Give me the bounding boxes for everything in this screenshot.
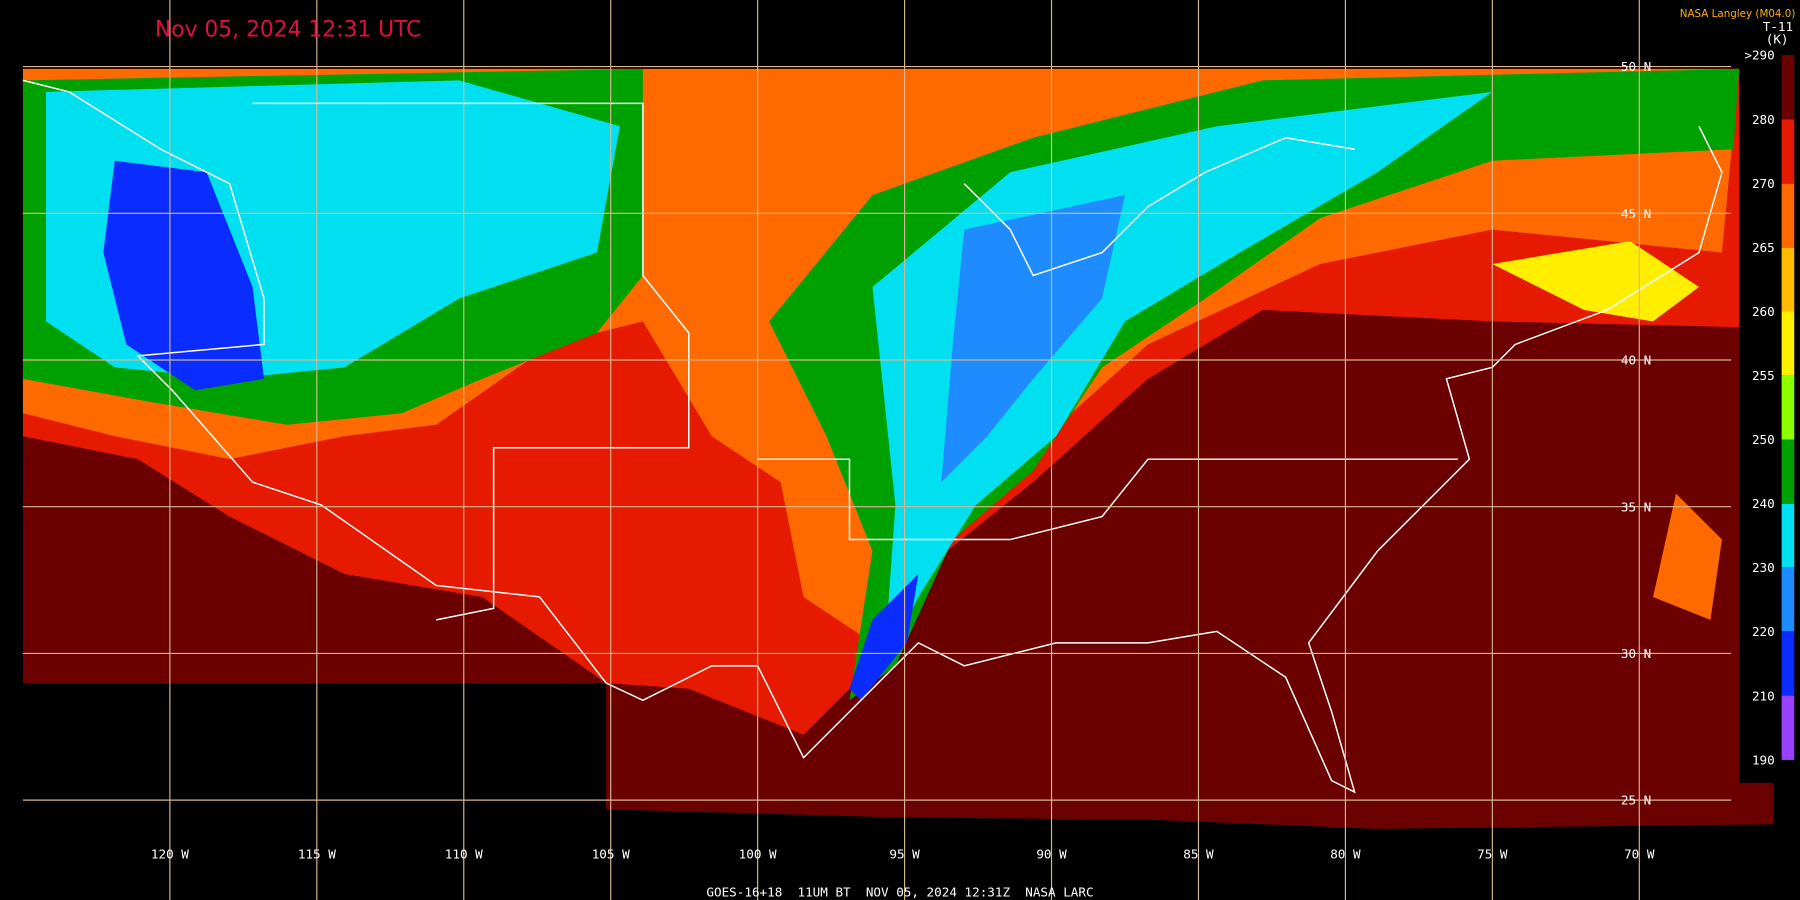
orange-atlantic <box>1653 493 1722 620</box>
colorbar-label: 220 <box>1752 624 1775 639</box>
colorbar-swatch <box>1781 439 1795 504</box>
colorbar-label: 270 <box>1752 176 1775 191</box>
longitude-label: 90 W <box>1036 847 1067 862</box>
latitude-label: 50 N <box>1621 59 1651 74</box>
longitude-label: 85 W <box>1183 847 1214 862</box>
great-lakes <box>963 136 1355 277</box>
colorbar-label: 240 <box>1752 496 1775 511</box>
colorbar-swatch <box>1781 247 1795 312</box>
longitude-label: 95 W <box>889 847 920 862</box>
colorbar-label: 210 <box>1752 688 1775 703</box>
blue-west <box>103 160 265 391</box>
colorbar-label: 230 <box>1752 560 1775 575</box>
timestamp: Nov 05, 2024 12:31 UTC <box>155 18 421 43</box>
longitude-label: 110 W <box>445 847 483 862</box>
borders <box>22 79 1723 794</box>
channel: T-11 <box>1763 19 1793 34</box>
colorbar-swatch <box>1781 119 1795 184</box>
yellow-ne <box>1492 241 1699 322</box>
longitude-label: 115 W <box>298 847 336 862</box>
colorbar-label: 250 <box>1752 432 1775 447</box>
colorbar-label: 265 <box>1752 240 1775 255</box>
latitude-label: 40 N <box>1621 353 1651 368</box>
labels: 50 N 45 N 40 N 35 N 30 N 25 N 120 W 115 W 110 W 1… <box>151 48 1775 862</box>
longitude-label: 70 W <box>1624 847 1655 862</box>
colorbar <box>1781 55 1795 760</box>
latitude-label: 30 N <box>1621 646 1651 661</box>
colorbar-label: 280 <box>1752 112 1775 127</box>
longitude-label: 75 W <box>1477 847 1508 862</box>
colorbar-label: 260 <box>1752 304 1775 319</box>
source: NASA Langley (M04.0) <box>1680 8 1796 20</box>
blue-texas <box>849 573 919 701</box>
blue-front <box>941 195 1125 483</box>
latitude-label: 45 N <box>1621 206 1651 221</box>
latitude-label: 35 N <box>1621 499 1651 514</box>
colorbar-label: 190 <box>1752 752 1775 767</box>
longitude-label: 100 W <box>739 847 777 862</box>
colorbar-label: >290 <box>1744 48 1774 63</box>
colorbar-label: 255 <box>1752 368 1775 383</box>
graticule <box>22 0 1732 900</box>
colorbar-swatch <box>1781 503 1795 568</box>
state-lines <box>757 458 1458 541</box>
coastline <box>22 79 1723 794</box>
longitude-label: 120 W <box>151 847 189 862</box>
imagery <box>22 68 1774 829</box>
longitude-label: 105 W <box>592 847 630 862</box>
colorbar-swatch <box>1781 695 1795 760</box>
colorbar-swatch <box>1781 631 1795 696</box>
latitude-label: 25 N <box>1621 793 1651 808</box>
colorbar-swatch <box>1781 567 1795 632</box>
footer: GOES-16+18 11UM BT NOV 05, 2024 12:31Z N… <box>706 885 1093 900</box>
colorbar-swatch <box>1781 375 1795 440</box>
colorbar-swatch <box>1781 311 1795 376</box>
colorbar-swatch <box>1781 55 1795 120</box>
state-lines <box>252 102 690 621</box>
colorbar-swatch <box>1781 183 1795 248</box>
longitude-label: 80 W <box>1330 847 1361 862</box>
unit: (K) <box>1766 32 1789 47</box>
